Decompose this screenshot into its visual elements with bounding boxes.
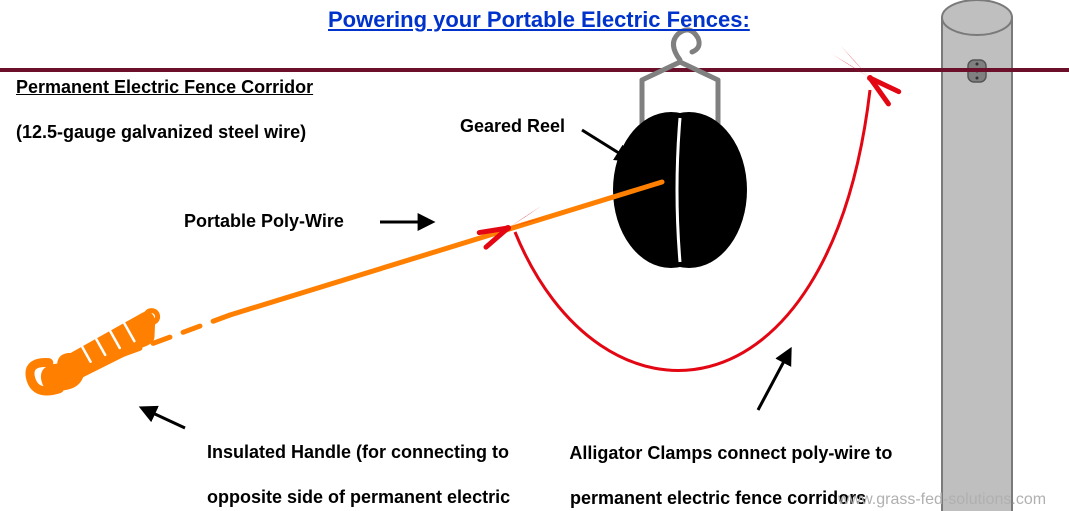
label-arrow [582,130,630,160]
corridor-label-line2: (12.5-gauge galvanized steel wire) [16,122,306,142]
alligator-label-line1: Alligator Clamps connect poly-wire to [569,443,892,463]
reel-hook-icon [673,30,699,60]
watermark-text: www.grass-fed-solutions.com [838,490,1046,510]
alligator-clamp-upper [831,44,899,104]
corridor-label-line1: Permanent Electric Fence Corridor [16,77,313,97]
label-arrow [758,350,790,410]
insulated-handle [22,309,171,399]
geared-reel-label: Geared Reel [460,115,565,138]
alligator-label-line2: permanent electric fence corridors [570,488,866,508]
label-arrow [142,408,185,428]
page-title: Powering your Portable Electric Fences: [328,6,750,34]
handle-label-line2: opposite side of permanent electric [207,487,510,507]
poly-wire-label: Portable Poly-Wire [184,210,344,233]
fence-post [942,18,1012,511]
handle-label-line1: Insulated Handle (for connecting to [207,442,509,462]
corridor-label: Permanent Electric Fence Corridor (12.5-… [6,53,313,143]
poly-wire [230,182,662,315]
handle-label: Insulated Handle (for connecting to oppo… [197,418,510,511]
